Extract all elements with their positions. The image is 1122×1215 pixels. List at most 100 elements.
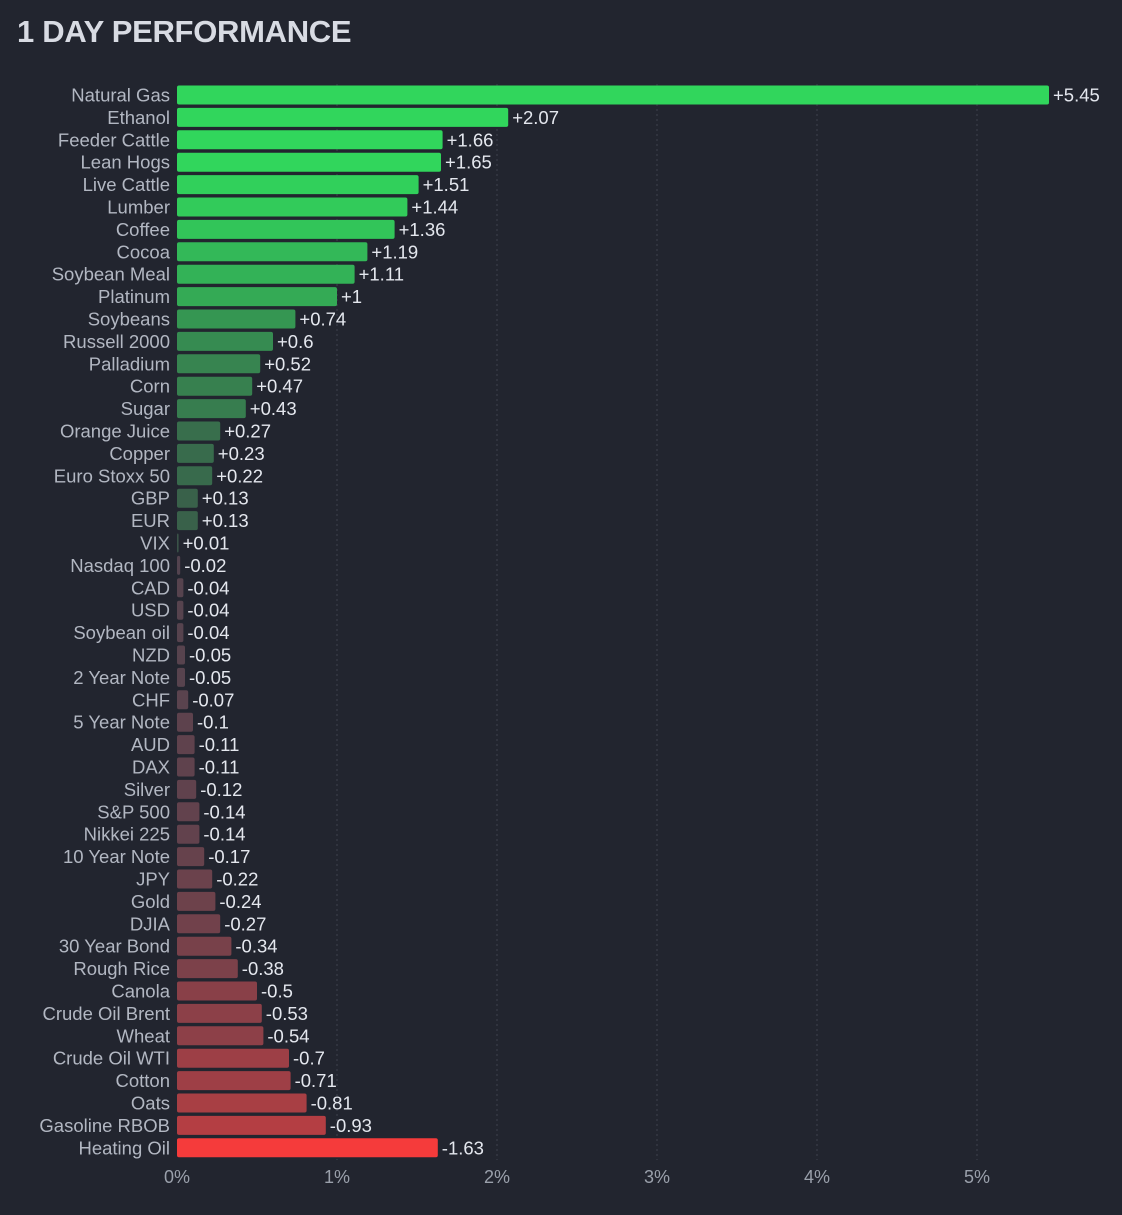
value-label-2: +1.66	[447, 129, 494, 150]
bar-19	[177, 511, 198, 531]
bar-29	[177, 735, 195, 755]
category-label-15: Orange Juice	[60, 421, 170, 442]
category-label-31: Silver	[124, 779, 170, 800]
category-label-27: CHF	[132, 689, 170, 710]
value-label-20: +0.01	[183, 533, 230, 554]
value-label-33: -0.14	[203, 824, 245, 845]
value-label-47: -1.63	[442, 1137, 484, 1158]
bar-38	[177, 936, 232, 956]
value-label-28: -0.1	[197, 712, 229, 733]
bar-26	[177, 667, 185, 687]
value-label-16: +0.23	[218, 443, 265, 464]
category-label-3: Lean Hogs	[81, 152, 170, 173]
category-label-18: GBP	[131, 488, 170, 509]
category-label-11: Russell 2000	[63, 331, 170, 352]
bar-10	[177, 309, 296, 329]
category-label-10: Soybeans	[88, 309, 170, 330]
bar-1	[177, 107, 509, 127]
value-label-35: -0.22	[216, 869, 258, 890]
value-label-30: -0.11	[199, 757, 240, 778]
value-label-9: +1	[341, 286, 362, 307]
bars	[177, 85, 1049, 1158]
value-label-21: -0.02	[184, 555, 226, 576]
value-label-6: +1.36	[399, 219, 446, 240]
bar-24	[177, 623, 184, 643]
bar-8	[177, 264, 355, 284]
value-label-34: -0.17	[208, 846, 250, 867]
value-label-43: -0.7	[293, 1048, 325, 1069]
category-label-44: Cotton	[115, 1070, 170, 1091]
bar-13	[177, 376, 253, 396]
category-label-17: Euro Stoxx 50	[54, 465, 170, 486]
x-tick-label-1: 1%	[324, 1167, 350, 1187]
category-label-32: S&P 500	[97, 801, 170, 822]
value-label-14: +0.43	[250, 398, 297, 419]
value-label-13: +0.47	[256, 376, 303, 397]
bar-32	[177, 802, 200, 822]
category-label-47: Heating Oil	[78, 1137, 170, 1158]
bar-20	[177, 533, 179, 553]
bar-35	[177, 869, 213, 889]
category-label-39: Rough Rice	[73, 958, 170, 979]
category-label-1: Ethanol	[107, 107, 170, 128]
value-label-38: -0.34	[235, 936, 277, 957]
bar-43	[177, 1048, 289, 1068]
value-label-1: +2.07	[512, 107, 559, 128]
bar-41	[177, 1003, 262, 1023]
category-label-13: Corn	[130, 376, 170, 397]
chart-title: 1 DAY PERFORMANCE	[17, 14, 352, 49]
value-label-7: +1.19	[371, 241, 418, 262]
bar-27	[177, 690, 189, 710]
category-label-29: AUD	[131, 734, 170, 755]
bar-17	[177, 466, 213, 486]
x-tick-label-5: 5%	[964, 1167, 990, 1187]
bar-18	[177, 488, 198, 508]
category-label-28: 5 Year Note	[73, 712, 170, 733]
value-label-29: -0.11	[199, 734, 240, 755]
bar-15	[177, 421, 221, 441]
value-label-37: -0.27	[224, 913, 266, 934]
category-label-46: Gasoline RBOB	[39, 1115, 170, 1136]
category-label-22: CAD	[131, 577, 170, 598]
bar-6	[177, 219, 395, 239]
value-label-3: +1.65	[445, 152, 492, 173]
bar-14	[177, 399, 246, 419]
category-label-21: Nasdaq 100	[70, 555, 170, 576]
category-label-43: Crude Oil WTI	[53, 1048, 170, 1069]
category-label-24: Soybean oil	[73, 622, 170, 643]
category-label-37: DJIA	[130, 913, 171, 934]
value-label-32: -0.14	[203, 801, 245, 822]
x-tick-label-2: 2%	[484, 1167, 510, 1187]
bar-47	[177, 1138, 438, 1158]
value-label-25: -0.05	[189, 645, 231, 666]
value-label-42: -0.54	[267, 1025, 309, 1046]
bar-42	[177, 1026, 264, 1046]
value-label-10: +0.74	[299, 309, 346, 330]
bar-7	[177, 242, 368, 262]
x-tick-label-4: 4%	[804, 1167, 830, 1187]
category-label-40: Canola	[111, 981, 170, 1002]
value-label-12: +0.52	[264, 353, 311, 374]
category-label-45: Oats	[131, 1093, 170, 1114]
bar-0	[177, 85, 1049, 105]
x-tick-label-3: 3%	[644, 1167, 670, 1187]
bar-22	[177, 578, 184, 598]
value-label-19: +0.13	[202, 510, 249, 531]
category-label-23: USD	[131, 600, 170, 621]
bar-36	[177, 891, 216, 911]
category-label-20: VIX	[140, 533, 170, 554]
value-label-46: -0.93	[330, 1115, 372, 1136]
category-label-14: Sugar	[121, 398, 170, 419]
bar-40	[177, 981, 257, 1001]
value-label-45: -0.81	[311, 1093, 353, 1114]
bar-31	[177, 779, 197, 799]
bar-16	[177, 443, 214, 463]
category-label-19: EUR	[131, 510, 170, 531]
category-label-9: Platinum	[98, 286, 170, 307]
value-label-4: +1.51	[423, 174, 470, 195]
category-label-12: Palladium	[89, 353, 170, 374]
value-label-5: +1.44	[411, 197, 458, 218]
category-label-33: Nikkei 225	[84, 824, 170, 845]
